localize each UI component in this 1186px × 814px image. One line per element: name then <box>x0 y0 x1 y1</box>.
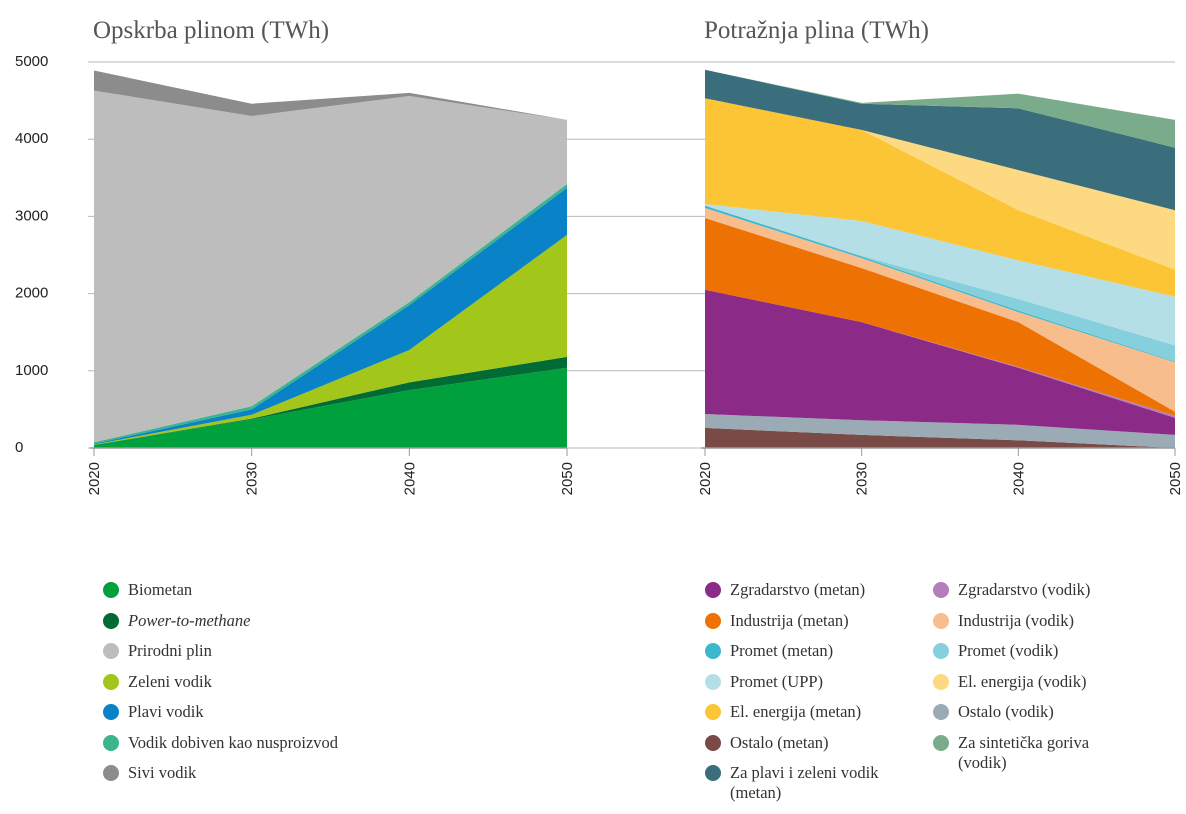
legend-item: Power-to-methane <box>103 611 338 631</box>
area <box>705 427 1175 448</box>
legend-item: Zgradarstvo (vodik) <box>933 580 1123 600</box>
legend-item: Ostalo (vodik) <box>933 702 1123 722</box>
x-tick-label: 2020 <box>86 462 103 495</box>
area <box>94 356 567 445</box>
legend-swatch <box>933 673 949 690</box>
x-tick-label: 2030 <box>244 462 261 495</box>
legend-swatch <box>933 582 949 598</box>
legend-column: Zgradarstvo (metan) Industrija (metan) Pro… <box>705 580 915 814</box>
area <box>705 98 1175 297</box>
chart-title: Potražnja plina (TWh) <box>704 17 929 44</box>
legend-swatch <box>705 582 721 598</box>
legend-label: Vodik dobiven kao nusproizvod <box>128 732 339 752</box>
legend-label: Promet (vodik) <box>958 641 1059 660</box>
chart-title: Opskrba plinom (TWh) <box>93 17 329 44</box>
legend-item: Industrija (metan) <box>705 611 915 631</box>
legend-label: Ostalo (vodik) <box>958 702 1054 721</box>
y-tick-label: 3000 <box>15 207 48 224</box>
legend-label: Power-to-methane <box>128 610 251 630</box>
legend-swatch <box>933 734 949 751</box>
area <box>705 414 1175 448</box>
legend-item: Vodik dobiven kao nusproizvod <box>103 733 338 753</box>
x-tick-label: 2040 <box>1010 462 1027 495</box>
legend-label: Ostalo (metan) <box>730 732 829 752</box>
legend-swatch <box>705 673 721 690</box>
legend-item: El. energija (metan) <box>705 702 915 722</box>
legend-label: Zgradarstvo (metan) <box>730 580 866 599</box>
legend-item: Promet (vodik) <box>933 641 1123 661</box>
legend-swatch <box>933 704 949 720</box>
area <box>705 204 1175 346</box>
legend-item: Prirodni plin <box>103 641 338 661</box>
area <box>94 90 567 443</box>
area <box>705 217 1175 416</box>
legend-swatch <box>103 704 119 720</box>
legend-label: El. energija (vodik) <box>958 671 1087 691</box>
legend-swatch <box>705 643 721 659</box>
area <box>94 70 567 120</box>
legend-swatch <box>103 582 119 598</box>
legend-item: Ostalo (metan) <box>705 733 915 753</box>
area <box>705 289 1175 435</box>
x-tick-label: 2050 <box>1167 462 1184 495</box>
legend-label: Biometan <box>128 580 193 599</box>
legend-item: Biometan <box>103 580 338 600</box>
y-tick-label: 1000 <box>15 362 48 379</box>
legend-label: Industrija (vodik) <box>958 610 1074 630</box>
legend-item: Za plavi i zeleni vodik (metan) <box>705 763 915 803</box>
area <box>94 234 567 445</box>
y-tick-label: 4000 <box>15 130 48 147</box>
axes: 2020 2030 2040 2050 2020 2030 2040 2050 <box>86 447 1184 495</box>
legend: Biometan Power-to-methane Prirodni plin Zel… <box>103 580 338 794</box>
area <box>94 367 567 448</box>
legend-item: Promet (UPP) <box>705 672 915 692</box>
legend-swatch <box>103 673 119 690</box>
legend-swatch <box>705 765 721 781</box>
area <box>705 205 1175 363</box>
legend-label: Prirodni plin <box>128 641 212 660</box>
area <box>705 69 1175 211</box>
y-tick-label: 2000 <box>15 285 48 302</box>
legend-swatch <box>933 612 949 629</box>
legend-column: Zgradarstvo (vodik) Industrija (vodik) Pro… <box>933 580 1123 783</box>
legend-item: Plavi vodik <box>103 702 338 722</box>
legend-swatch <box>933 643 949 659</box>
legend-label: Promet (metan) <box>730 641 834 660</box>
legend-label: Sivi vodik <box>128 763 197 782</box>
legend-label: Promet (UPP) <box>730 671 824 691</box>
legend-swatch <box>705 612 721 629</box>
area <box>705 205 1175 362</box>
legend-label: Industrija (metan) <box>730 610 849 630</box>
legend-label: El. energija (metan) <box>730 702 862 721</box>
legend-item: Promet (metan) <box>705 641 915 661</box>
legend-item: Za sintetička goriva (vodik) <box>933 733 1123 773</box>
legend-item: Sivi vodik <box>103 763 338 783</box>
legend-swatch <box>103 765 119 781</box>
x-tick-label: 2040 <box>401 462 418 495</box>
areas <box>94 69 1175 448</box>
legend-swatch <box>705 704 721 720</box>
legend-item: El. energija (vodik) <box>933 672 1123 692</box>
x-tick-label: 2050 <box>559 462 576 495</box>
legend-swatch <box>705 734 721 751</box>
legend-item: Zeleni vodik <box>103 672 338 692</box>
y-tick-label: 0 <box>15 439 23 456</box>
legend-label: Plavi vodik <box>128 702 204 721</box>
legend-label: Zgradarstvo (vodik) <box>958 580 1091 599</box>
y-tick-label: 5000 <box>15 53 48 70</box>
legend-label: Zeleni vodik <box>128 671 212 691</box>
legend-swatch <box>103 643 119 659</box>
area <box>705 69 1175 148</box>
legend-label: Za sintetička goriva (vodik) <box>958 732 1090 772</box>
legend-swatch <box>103 612 119 629</box>
x-tick-label: 2030 <box>854 462 871 495</box>
legend-label: Za plavi i zeleni vodik (metan) <box>730 763 879 802</box>
x-tick-label: 2020 <box>697 462 714 495</box>
legend-swatch <box>103 734 119 751</box>
legend-item: Zgradarstvo (metan) <box>705 580 915 600</box>
area <box>705 207 1175 412</box>
legend-item: Industrija (vodik) <box>933 611 1123 631</box>
